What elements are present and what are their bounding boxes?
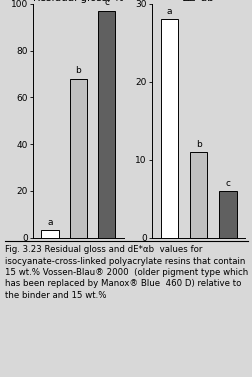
Bar xyxy=(218,191,236,238)
Text: c: c xyxy=(104,0,109,7)
Bar xyxy=(41,230,58,238)
Text: a: a xyxy=(47,218,52,227)
Text: c: c xyxy=(225,179,230,188)
Title: Residual gloss, %: Residual gloss, % xyxy=(33,0,123,3)
Text: a: a xyxy=(166,7,171,16)
Text: b: b xyxy=(195,140,201,149)
Bar xyxy=(98,11,115,238)
Text: b: b xyxy=(75,66,81,75)
Text: Fig. 3.23 Residual gloss and dE*αb  values for isocyanate-cross-linked polyacryl: Fig. 3.23 Residual gloss and dE*αb value… xyxy=(5,245,247,300)
Title: ΔE*ab: ΔE*ab xyxy=(182,0,214,3)
Bar xyxy=(189,152,207,238)
Bar xyxy=(70,78,87,238)
Bar xyxy=(160,19,177,238)
